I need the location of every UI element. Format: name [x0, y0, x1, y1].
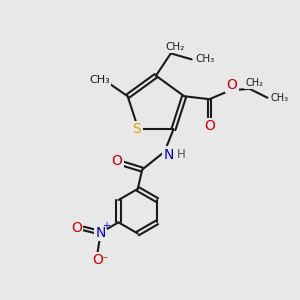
Text: ⁻: ⁻: [101, 254, 107, 267]
Text: CH₃: CH₃: [195, 54, 214, 64]
Text: CH₂: CH₂: [166, 42, 185, 52]
Text: N: N: [164, 148, 174, 162]
Text: CH₂: CH₂: [245, 78, 263, 88]
Text: H: H: [176, 148, 185, 161]
Text: S: S: [133, 122, 141, 136]
Text: O: O: [112, 154, 122, 168]
Text: O: O: [92, 254, 103, 267]
Text: +: +: [102, 221, 110, 231]
Text: O: O: [226, 78, 237, 92]
Text: N: N: [95, 226, 106, 240]
Text: CH₃: CH₃: [270, 93, 288, 103]
Text: O: O: [204, 119, 215, 133]
Text: CH₃: CH₃: [89, 75, 110, 85]
Text: O: O: [71, 221, 82, 235]
